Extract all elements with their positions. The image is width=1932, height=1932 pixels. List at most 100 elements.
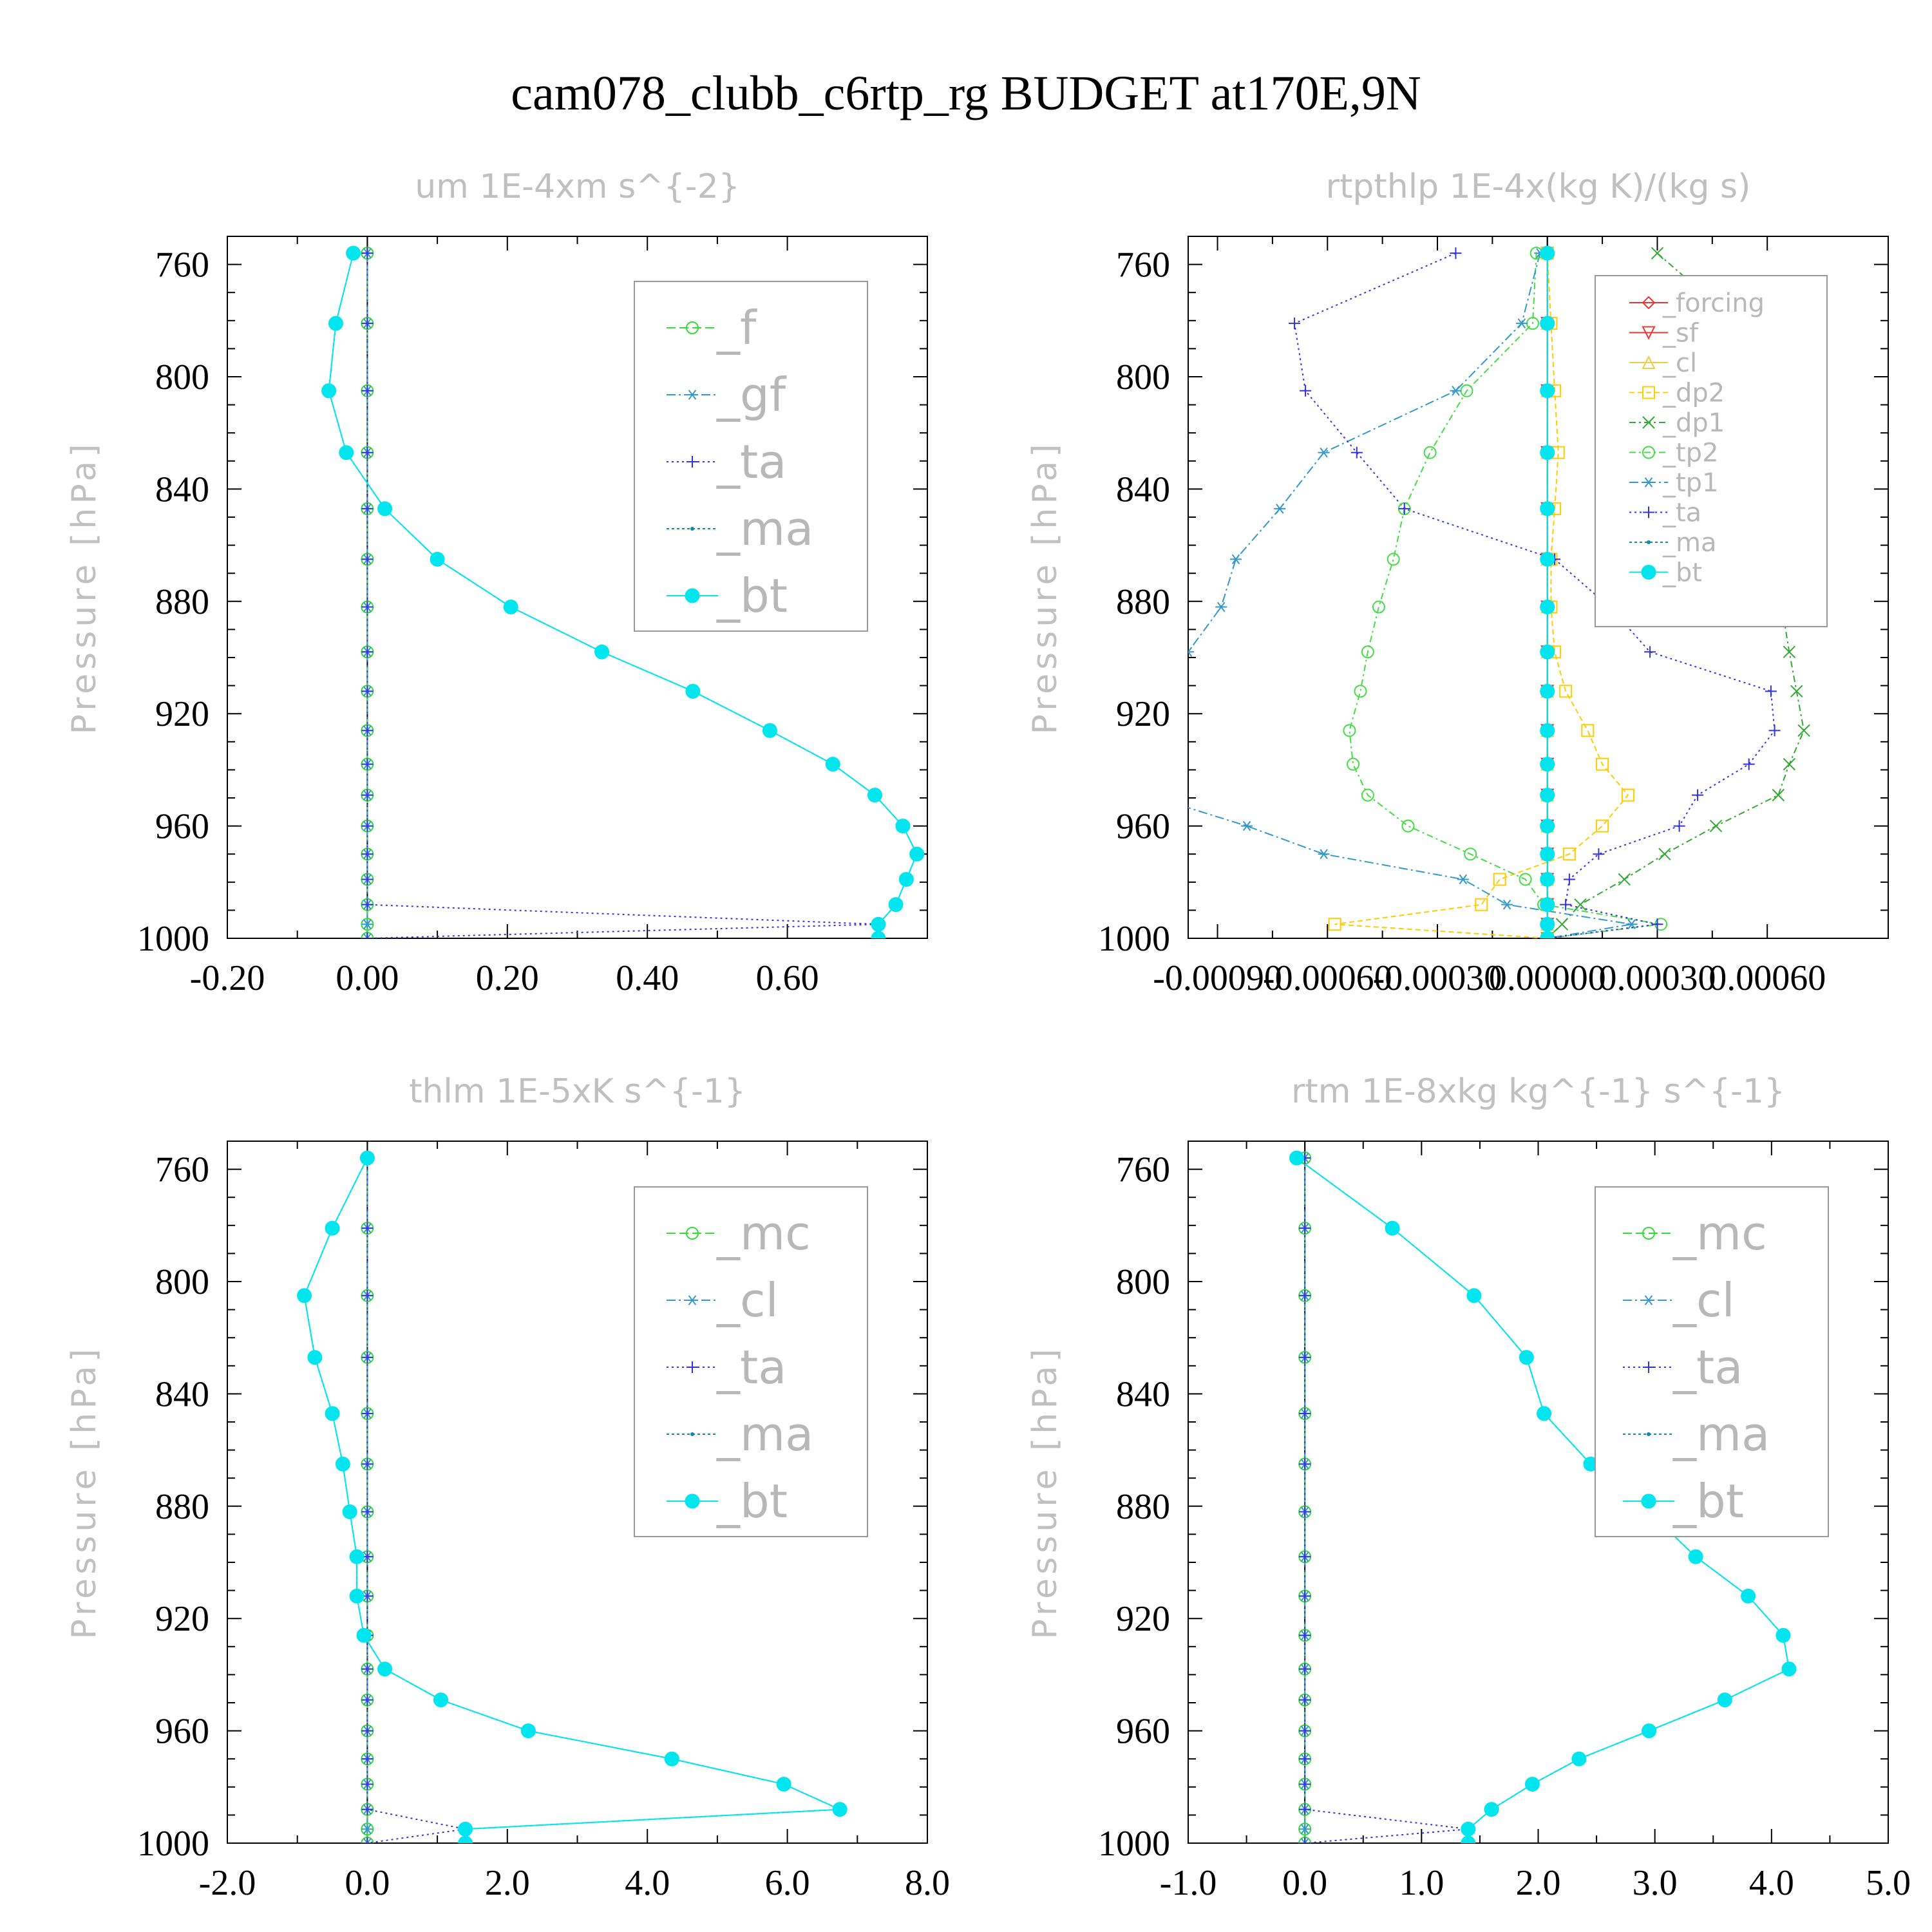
legend-marker (1642, 296, 1656, 310)
panel-title: thlm 1E-5xK s^{-1} (409, 1072, 746, 1111)
data-point-ta (1299, 1803, 1311, 1815)
data-point-bt (1540, 245, 1555, 261)
data-point-ta (1299, 1289, 1311, 1302)
series-line-ta (1304, 1158, 1468, 1843)
y-tick-label: 960 (1116, 807, 1170, 847)
data-point-bt (356, 1627, 372, 1643)
series-line-ta (366, 1158, 466, 1843)
data-point-ta (361, 1506, 374, 1518)
data-point-ta (361, 446, 374, 459)
data-point-ta (1450, 247, 1462, 260)
data-point-tp1 (1188, 647, 1194, 658)
legend-marker (690, 527, 694, 531)
y-axis-label: Pressure [hPa] (65, 440, 104, 735)
data-point-tp1 (1142, 790, 1153, 799)
data-point-bt (1642, 1723, 1657, 1739)
x-tick-label: 0.00030 (1598, 958, 1716, 998)
data-point-tp2 (1464, 848, 1477, 861)
data-point-bt (1540, 501, 1555, 516)
data-point-dp1 (1658, 848, 1671, 860)
data-point-ta (361, 646, 374, 658)
legend-marker (686, 1227, 699, 1240)
data-point-ta (361, 724, 374, 737)
data-point-ta (361, 601, 374, 613)
x-tick-label: -1.0 (1160, 1863, 1217, 1903)
legend-entry: _mc (667, 1206, 811, 1260)
data-point-bt (520, 1723, 536, 1739)
data-point-bt (1540, 644, 1555, 659)
panel-title: rtpthlp 1E-4x(kg K)/(kg s) (1326, 167, 1751, 206)
data-point-bt (359, 1150, 375, 1166)
data-point-tp1 (1515, 318, 1528, 328)
data-point-tp1 (1072, 759, 1084, 768)
data-point-bt (776, 1776, 791, 1792)
y-tick-label: 880 (155, 582, 209, 622)
legend-label: _tp1 (1662, 468, 1719, 498)
data-point-ta (361, 848, 374, 860)
data-point-tp2 (1423, 446, 1437, 459)
data-point-bt (1540, 871, 1555, 887)
chart-panel-2: rtpthlp 1E-4x(kg K)/(kg s) Pressure [hPa]… (1026, 167, 1889, 998)
y-tick-label: 760 (1116, 245, 1170, 285)
data-point-dp2 (1596, 819, 1609, 833)
data-point-bt (1571, 1751, 1587, 1766)
data-point-dp1 (1790, 685, 1803, 698)
y-axis-label: Pressure [hPa] (1026, 440, 1065, 735)
data-point-ta (361, 789, 374, 801)
legend-entry: _bt (1629, 558, 1702, 588)
x-tick-label: 0.00060 (1709, 958, 1826, 998)
data-point-dp2 (1559, 685, 1573, 698)
legend-label: _ma (716, 502, 813, 556)
plot-area (1289, 1141, 1797, 1843)
data-point-ta (361, 873, 374, 886)
x-tick-label: 5.0 (1866, 1863, 1911, 1903)
legend-label: _bt (1672, 1474, 1744, 1528)
data-point-bt (1717, 1692, 1732, 1708)
data-point-bt (1466, 1288, 1482, 1303)
data-point-bt (1524, 1776, 1540, 1792)
data-point-tp1 (1625, 919, 1638, 930)
legend-entry: _ma (667, 502, 813, 556)
data-point-tp1 (1076, 726, 1088, 735)
data-point-gf (361, 919, 374, 930)
series-line-bt (1296, 1157, 1790, 1843)
y-tick-label: 920 (1116, 1599, 1170, 1639)
legend-entry: _dp1 (1629, 408, 1725, 438)
legend-entry: _bt (1623, 1474, 1744, 1528)
legend-marker (1643, 1295, 1654, 1305)
legend-label: _ma (716, 1407, 813, 1461)
data-point-bt (328, 316, 343, 331)
x-tick-label: -2.0 (199, 1863, 256, 1903)
legend-marker (1642, 326, 1656, 340)
data-point-dp1 (1783, 645, 1796, 658)
data-point-cl (1299, 1838, 1311, 1843)
data-point-dp2 (1562, 848, 1576, 861)
data-point-bt (1540, 551, 1555, 567)
y-tick-label: 880 (155, 1487, 209, 1527)
data-point-bt (898, 871, 914, 887)
data-point-ta (361, 1694, 374, 1706)
data-point-ta (361, 758, 374, 770)
legend-marker (687, 456, 698, 468)
legend-marker (685, 588, 700, 603)
data-point-bt (297, 1288, 312, 1303)
data-point-dp1 (1574, 898, 1587, 911)
y-tick-label: 960 (155, 807, 209, 847)
legend-marker (1642, 1227, 1655, 1240)
data-point-ta (361, 247, 374, 260)
data-point-bt (594, 644, 610, 659)
data-point-ta (361, 1289, 374, 1302)
legend-entry: _mc (1623, 1206, 1767, 1260)
legend-entry: _ta (667, 1340, 786, 1394)
data-point-ta (1289, 317, 1301, 330)
x-tick-label: 3.0 (1633, 1863, 1678, 1903)
data-point-ta (361, 502, 374, 515)
legend-label: _ma (1662, 528, 1716, 558)
data-point-bt (825, 757, 840, 772)
legend-box (634, 281, 868, 632)
x-tick-label: 2.0 (1516, 1863, 1561, 1903)
legend-box (1595, 1186, 1829, 1537)
y-axis-label: Pressure [hPa] (1026, 1345, 1065, 1640)
data-point-ta (1673, 820, 1685, 832)
y-tick-label: 840 (155, 469, 209, 509)
